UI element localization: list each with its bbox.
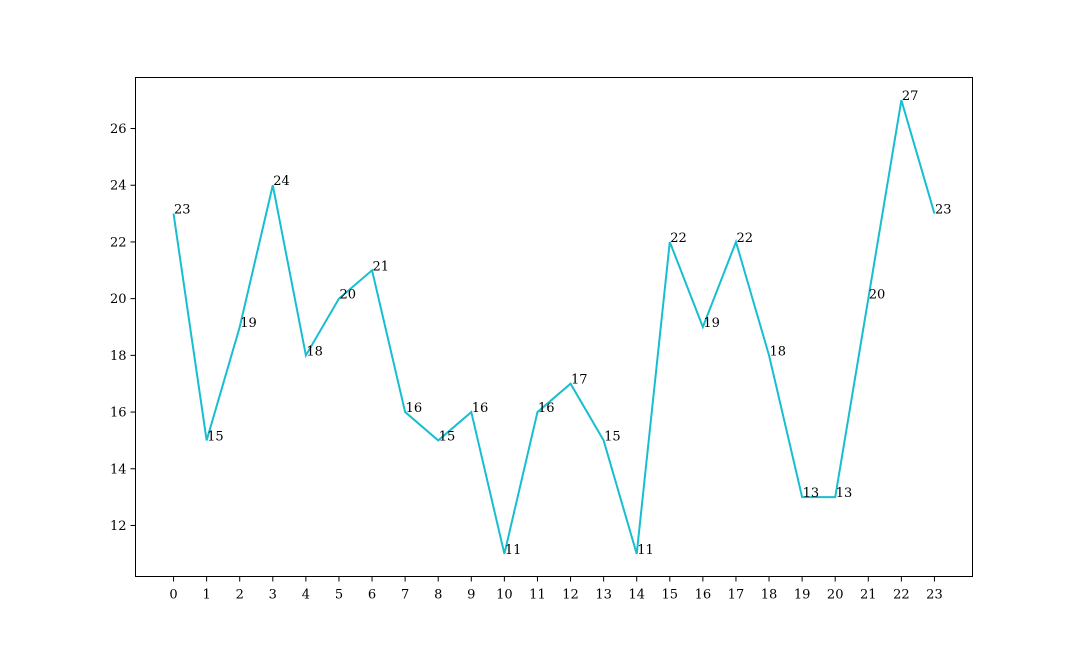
y-tick-label: 20 [110,292,127,307]
x-tick-label: 9 [467,588,475,603]
y-tick-label: 24 [110,179,127,194]
data-label: 19 [240,316,257,331]
x-tick-label: 15 [662,588,679,603]
data-label: 22 [736,231,753,246]
data-label: 15 [207,429,224,444]
data-label: 19 [703,316,720,331]
x-tick-label: 8 [434,588,442,603]
data-label: 20 [869,288,886,303]
series-line [172,99,936,555]
x-tick-label: 16 [695,588,712,603]
x-tick-label: 22 [893,588,910,603]
data-label: 18 [306,344,323,359]
data-label: 23 [935,203,952,218]
data-label: 11 [637,543,654,558]
data-label: 13 [803,486,820,501]
data-label: 17 [571,373,588,388]
data-label: 15 [439,429,456,444]
x-tick-label: 13 [595,588,612,603]
x-tick-label: 0 [169,588,177,603]
data-label: 27 [902,89,919,104]
y-tick-label: 16 [110,406,127,421]
data-label: 16 [406,401,423,416]
data-label: 16 [472,401,489,416]
x-tick-label: 21 [860,588,877,603]
y-tick-label: 12 [110,519,127,534]
x-tick-label: 17 [728,588,745,603]
x-tick-label: 10 [496,588,513,603]
y-tick-label: 18 [110,349,127,364]
x-tick-label: 7 [401,588,409,603]
x-tick-label: 5 [335,588,343,603]
data-label: 20 [339,288,356,303]
data-label: 18 [770,344,787,359]
data-label: 23 [174,203,191,218]
x-tick-label: 12 [562,588,579,603]
y-tick-label: 14 [110,462,127,477]
x-tick-label: 18 [761,588,778,603]
data-labels: 23 15 19 24 18 20 21 16 15 16 11 16 17 15 11 22 19 22 18 13… [174,89,951,558]
data-label: 22 [670,231,687,246]
x-axis: 0 1 2 3 4 5 6 7 8 9 10 11 12 13 14 15 16 17 18 19 20 21 22 23 [169,576,943,603]
x-tick-label: 11 [529,588,546,603]
x-tick-label: 1 [202,588,210,603]
y-tick-label: 26 [110,122,127,137]
x-tick-label: 20 [827,588,844,603]
data-label: 24 [273,174,290,189]
x-tick-label: 6 [368,588,376,603]
x-tick-label: 2 [236,588,244,603]
plot-frame [135,77,973,577]
x-tick-label: 14 [628,588,645,603]
x-tick-label: 3 [269,588,277,603]
y-tick-label: 22 [110,235,127,250]
x-tick-label: 4 [302,588,310,603]
data-label: 21 [373,259,390,274]
x-tick-label: 23 [926,588,943,603]
data-label: 13 [836,486,853,501]
x-tick-label: 19 [794,588,811,603]
data-label: 15 [604,429,621,444]
data-label: 11 [505,543,522,558]
y-axis: 12 14 16 18 20 22 24 26 [110,122,136,534]
data-label: 16 [538,401,555,416]
